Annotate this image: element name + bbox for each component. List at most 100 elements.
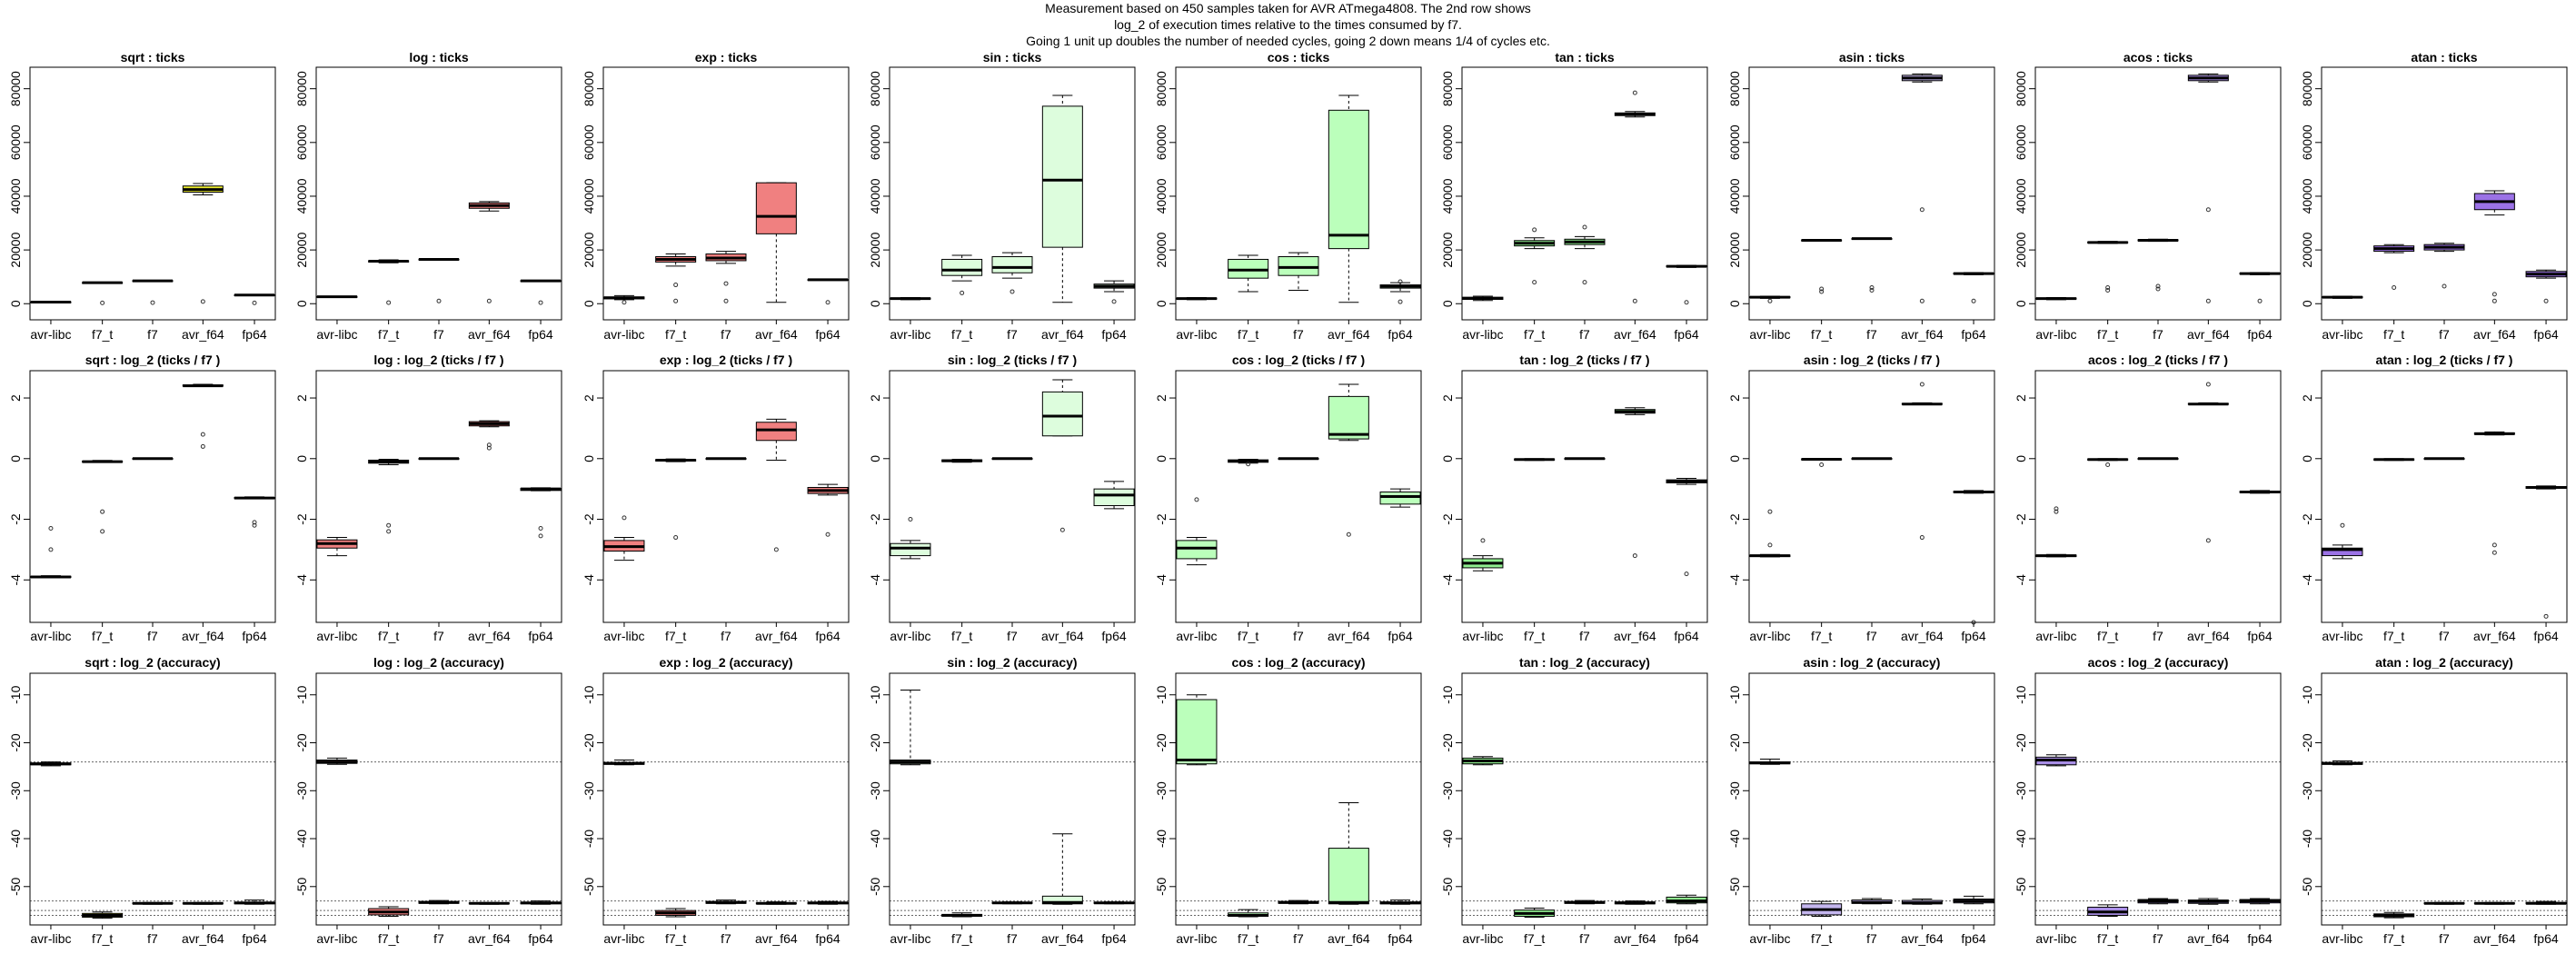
outlier-point [436, 298, 442, 303]
y-tick-label: 20000 [868, 232, 882, 267]
outlier-point [252, 300, 257, 305]
x-tick-label: avr-libc [603, 327, 644, 342]
y-tick-label: -20 [294, 733, 309, 751]
x-tick-label: f7_t [665, 629, 686, 643]
x-tick-label: avr_f64 [182, 327, 224, 342]
panel-frame [1748, 66, 1995, 321]
panel-title: cos : log_2 (accuracy) [1231, 655, 1365, 670]
panel-title: cos : log_2 (ticks / f7 ) [1232, 353, 1365, 367]
outlier-point [1684, 300, 1689, 305]
panel-frame [602, 370, 850, 623]
panel-frame [29, 672, 276, 926]
x-tick-label: f7 [721, 931, 731, 946]
x-tick-label: avr_f64 [1041, 931, 1084, 946]
outlier-point [2054, 506, 2059, 512]
panel-frame [315, 672, 562, 926]
y-tick-label: -10 [1440, 685, 1455, 703]
y-tick-label: -40 [868, 830, 882, 848]
y-tick-label: 80000 [8, 71, 23, 106]
x-tick-label: avr-libc [890, 327, 930, 342]
y-tick-label: 80000 [294, 71, 309, 106]
panel-title: asin : ticks [1839, 50, 1905, 65]
x-tick-label: fp64 [1101, 629, 1126, 643]
y-tick-label: 40000 [2300, 178, 2314, 214]
panel-title: acos : log_2 (accuracy) [2088, 655, 2229, 670]
y-tick-label: -2 [1440, 513, 1455, 525]
y-tick-label: -4 [2300, 574, 2314, 586]
x-tick-label: avr_f64 [1614, 931, 1656, 946]
x-tick-label: fp64 [242, 629, 266, 643]
x-tick-label: f7_t [2383, 327, 2404, 342]
panel-frame [2034, 66, 2282, 321]
outlier-point [960, 290, 965, 295]
x-tick-label: f7 [147, 629, 158, 643]
x-tick-label: fp64 [1101, 327, 1126, 342]
y-tick-label: 20000 [2300, 232, 2314, 267]
x-tick-label: f7_t [1238, 931, 1258, 946]
x-tick-label: avr-libc [1749, 629, 1790, 643]
y-tick-label: 0 [2300, 455, 2314, 462]
outlier-point [1480, 538, 1486, 543]
outlier-point [1919, 382, 1925, 387]
y-tick-label: 0 [1727, 300, 1742, 307]
panel-title: exp : ticks [695, 50, 758, 65]
y-tick-label: -20 [582, 733, 596, 751]
y-tick-label: -2 [294, 513, 309, 525]
outlier-point [538, 526, 543, 532]
box [1176, 540, 1218, 560]
x-tick-label: f7_t [2383, 931, 2404, 946]
x-tick-label: f7 [721, 629, 731, 643]
x-tick-label: fp64 [2533, 629, 2558, 643]
box [1328, 109, 1369, 250]
outlier-point [100, 529, 105, 534]
outlier-point [1819, 462, 1825, 467]
x-tick-label: f7_t [378, 629, 399, 643]
x-tick-label: fp64 [1674, 931, 1698, 946]
y-tick-label: 40000 [2014, 178, 2028, 214]
x-tick-label: avr-libc [1749, 327, 1790, 342]
y-tick-label: 2 [8, 394, 23, 402]
x-tick-label: f7_t [665, 931, 686, 946]
y-tick-label: 0 [868, 455, 882, 462]
y-tick-label: 40000 [1440, 178, 1455, 214]
x-tick-label: fp64 [1961, 327, 1985, 342]
box [1176, 699, 1218, 765]
outlier-point [1532, 227, 1537, 233]
panel-frame [889, 66, 1136, 321]
outlier-point [2442, 283, 2447, 289]
y-tick-label: 0 [582, 300, 596, 307]
y-tick-label: 80000 [582, 71, 596, 106]
panel-title: atan : log_2 (ticks / f7 ) [2376, 353, 2513, 367]
x-tick-label: f7 [147, 931, 158, 946]
outlier-point [1632, 553, 1637, 559]
y-tick-label: -30 [1727, 781, 1742, 800]
x-tick-label: fp64 [2247, 931, 2272, 946]
y-tick-label: 0 [1154, 455, 1169, 462]
x-tick-label: avr_f64 [2473, 629, 2516, 643]
x-tick-label: fp64 [242, 327, 266, 342]
panel-frame [1461, 370, 1708, 623]
y-tick-label: -50 [1154, 877, 1169, 895]
y-tick-label: -40 [8, 830, 23, 848]
y-tick-label: 40000 [1727, 178, 1742, 214]
y-tick-label: -40 [1727, 830, 1742, 848]
box [755, 182, 797, 234]
y-tick-label: -10 [2300, 685, 2314, 703]
outlier-point [2205, 207, 2211, 213]
outlier-point [538, 533, 543, 539]
outlier-point [1059, 527, 1065, 532]
y-tick-label: -2 [2300, 513, 2314, 525]
x-tick-label: avr_f64 [1901, 629, 1944, 643]
y-tick-label: -20 [8, 733, 23, 751]
x-tick-label: avr_f64 [182, 629, 224, 643]
outlier-point [1532, 280, 1537, 285]
outlier-point [2105, 462, 2111, 467]
y-tick-label: 2 [2300, 394, 2314, 402]
panel-title: exp : log_2 (accuracy) [659, 655, 792, 670]
outlier-point [1767, 298, 1773, 303]
y-tick-label: 60000 [2014, 124, 2028, 160]
y-tick-label: 0 [8, 300, 23, 307]
y-tick-label: -2 [582, 513, 596, 525]
x-tick-label: avr_f64 [1614, 629, 1656, 643]
